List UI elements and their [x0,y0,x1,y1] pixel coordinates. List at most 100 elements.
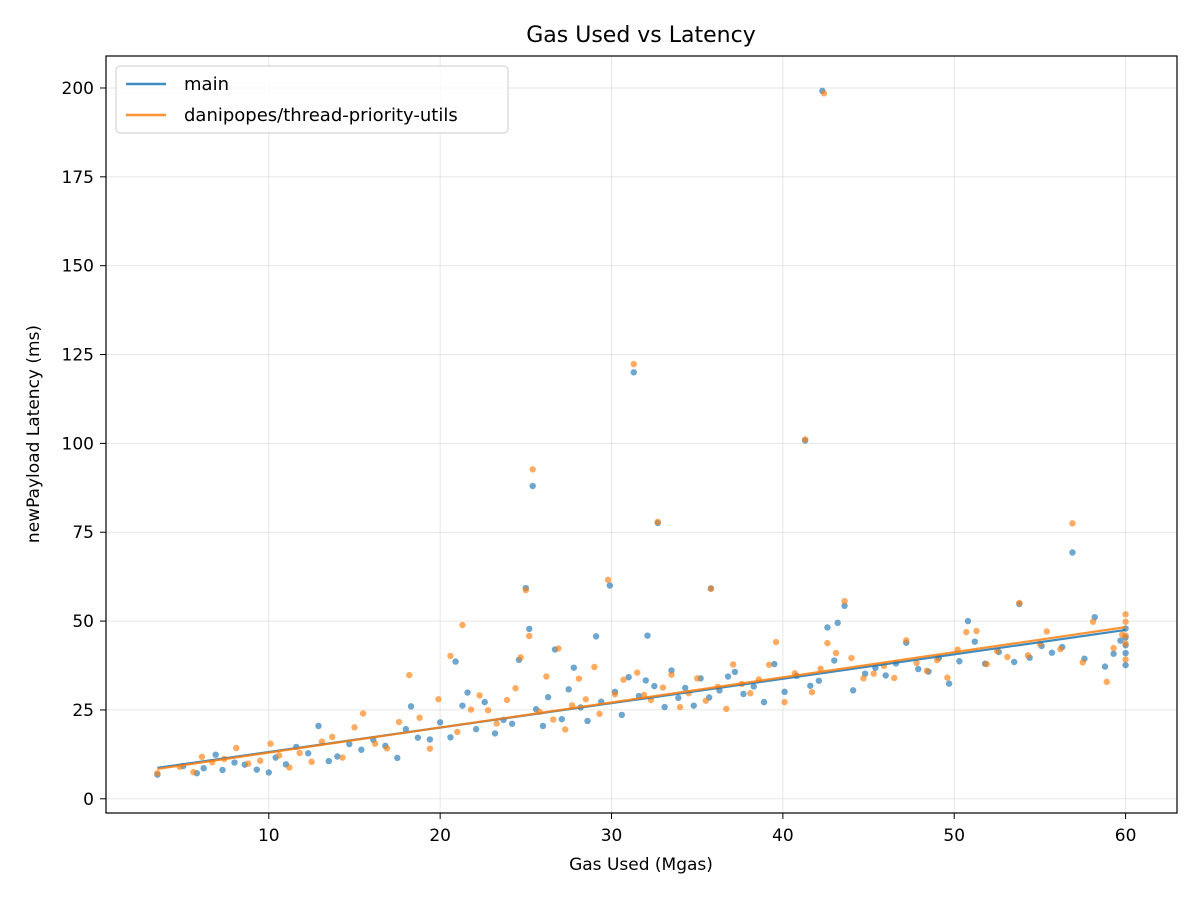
data-point-0 [945,680,953,687]
data-point-0 [824,624,831,631]
data-point-1 [328,733,336,741]
data-point-1 [702,697,709,704]
legend-label-danipopes: danipopes/thread-priority-utils [184,105,458,126]
data-point-1 [512,685,519,692]
data-point-0 [849,687,857,694]
data-point-1 [620,676,627,683]
data-point-0 [414,734,422,741]
data-point-1 [198,753,206,761]
trend-lines [157,626,1126,771]
data-point-0 [740,690,747,698]
data-point-1 [772,638,780,646]
data-point-1 [286,764,293,771]
data-point-1 [723,705,730,713]
data-point-1 [604,576,612,584]
data-point-1 [747,690,754,697]
data-point-0 [1110,650,1117,657]
data-point-0 [750,683,757,690]
y-tick-label: 50 [72,612,94,632]
data-point-1 [233,744,240,752]
data-point-0 [452,658,459,665]
x-tick-label: 20 [429,826,451,846]
data-point-1 [944,674,951,681]
data-point-0 [771,660,778,668]
data-point-0 [1048,649,1056,656]
data-point-0 [459,702,466,709]
data-point-1 [296,749,303,757]
data-point-1 [676,703,684,711]
data-point-0 [760,698,768,706]
data-point-1 [923,667,931,675]
data-point-0 [472,725,480,733]
data-point-1 [860,675,867,682]
data-point-1 [808,688,816,696]
data-point-1 [575,675,583,682]
y-tick-label: 175 [62,168,94,188]
data-point-1 [781,698,788,706]
axis-ticks: 10 20 30 40 50 60 0 25 50 75 100 125 150 175 200 [62,79,1137,846]
data-point-1 [416,714,423,721]
data-point-1 [154,769,161,777]
data-point-1 [1122,611,1129,618]
chart-title: Gas Used vs Latency [526,23,755,48]
x-axis-label: Gas Used (Mgas) [569,855,713,875]
data-point-1 [1089,618,1097,625]
data-point-1 [654,518,661,526]
data-point-0 [1122,649,1129,657]
data-point-1 [467,706,475,713]
data-point-1 [1004,653,1011,661]
data-point-1 [371,740,379,747]
data-point-1 [596,710,603,718]
data-point-0 [212,751,219,758]
data-point-0 [815,677,823,684]
data-point-0 [315,722,322,730]
plot-area [106,56,1177,813]
data-point-1 [824,639,831,647]
y-tick-label: 75 [72,523,94,543]
data-point-1 [1016,599,1023,607]
data-point-1 [659,684,667,691]
data-point-0 [1122,661,1129,669]
data-point-1 [555,645,562,652]
data-point-1 [765,661,773,668]
data-point-0 [1069,549,1076,556]
y-tick-label: 25 [72,701,94,721]
data-point-1 [693,675,701,682]
data-point-0 [358,746,365,753]
data-point-1 [383,745,391,752]
data-point-1 [459,621,466,629]
data-point-1 [611,691,619,698]
data-point-1 [359,710,367,717]
data-point-1 [801,436,809,443]
data-point-1 [395,718,403,726]
data-point-1 [245,760,252,767]
data-point-0 [661,703,668,711]
data-point-0 [508,720,516,727]
data-point-1 [308,758,315,766]
data-point-0 [781,688,788,696]
x-tick-label: 30 [601,826,623,846]
grid [106,56,1177,813]
y-tick-label: 100 [62,434,94,454]
data-point-1 [582,696,590,703]
data-point-1 [841,597,848,605]
data-point-0 [265,769,272,776]
data-point-0 [526,625,533,633]
data-point-1 [668,671,675,678]
data-point-0 [539,722,547,730]
legend-label-main: main [184,74,229,95]
data-point-0 [491,730,499,737]
data-point-1 [832,649,840,657]
data-point-0 [325,757,332,765]
data-point-0 [834,619,841,627]
data-point-0 [625,674,632,681]
data-point-1 [484,707,492,714]
data-point-0 [394,754,401,762]
x-tick-label: 10 [258,826,280,846]
data-point-1 [550,716,557,723]
data-point-1 [517,654,524,661]
data-point-1 [339,754,346,761]
data-point-1 [190,768,197,776]
data-point-1 [630,360,637,368]
data-point-0 [831,657,838,664]
